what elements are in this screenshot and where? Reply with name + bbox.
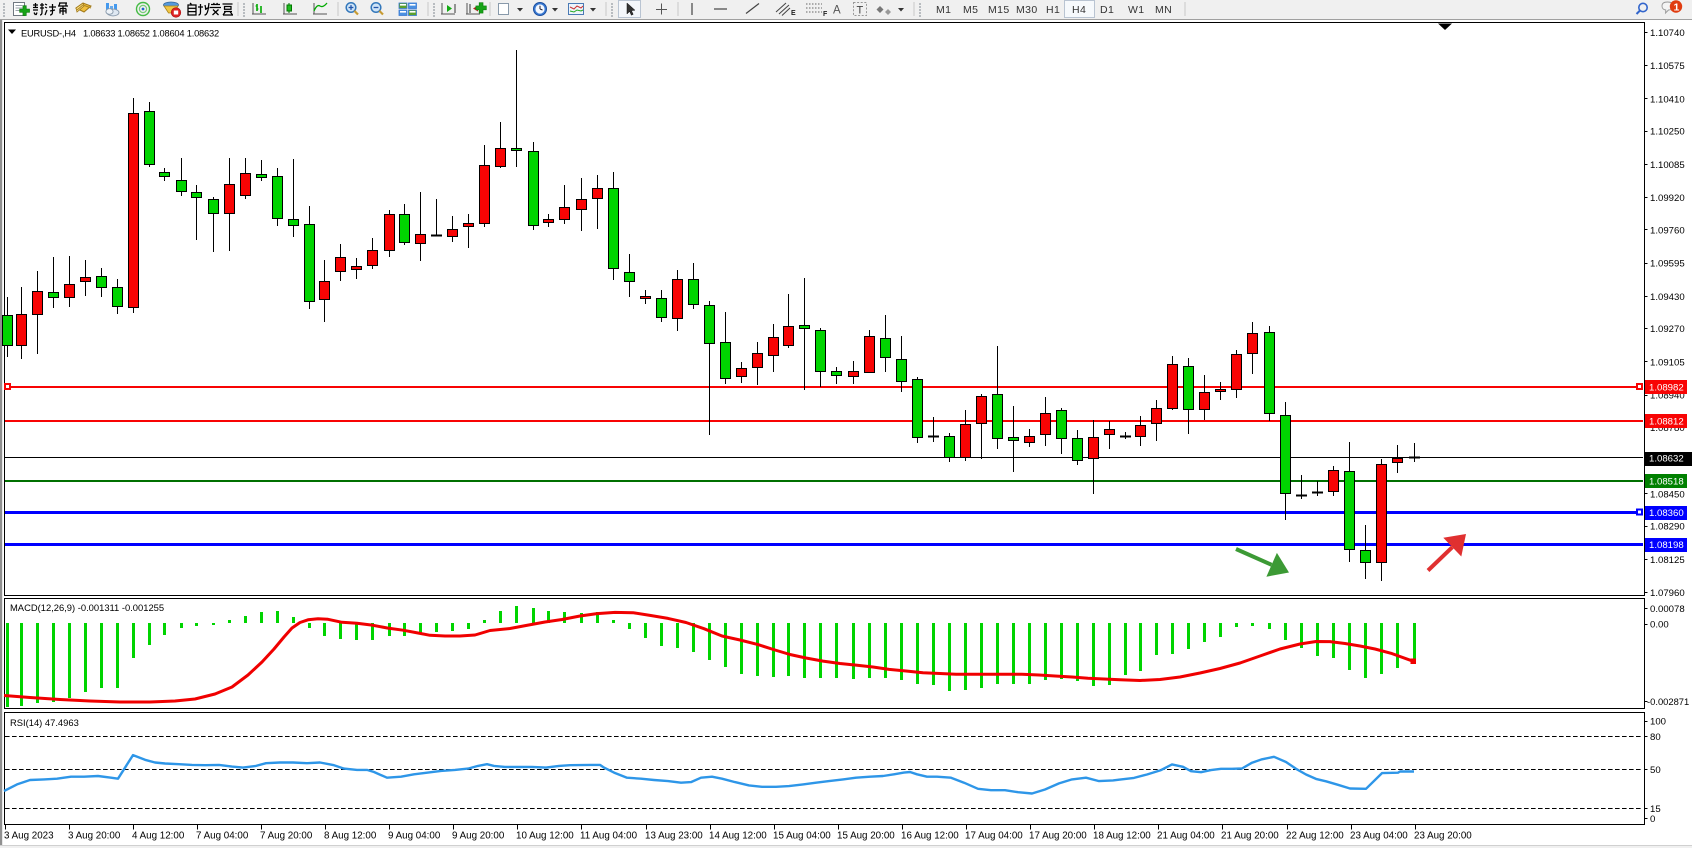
svg-text:M5: M5 <box>963 4 978 16</box>
svg-text:1.10410: 1.10410 <box>1650 94 1685 105</box>
svg-text:21 Aug 04:00: 21 Aug 04:00 <box>1157 831 1215 842</box>
svg-text:MN: MN <box>1155 4 1172 16</box>
svg-text:1.08812: 1.08812 <box>1649 417 1684 428</box>
svg-text:1.10740: 1.10740 <box>1650 28 1685 39</box>
svg-text:1.07960: 1.07960 <box>1650 588 1685 599</box>
svg-text:D1: D1 <box>1100 4 1114 16</box>
svg-text:17 Aug 20:00: 17 Aug 20:00 <box>1029 831 1087 842</box>
svg-text:9 Aug 04:00: 9 Aug 04:00 <box>388 831 441 842</box>
svg-text:15 Aug 20:00: 15 Aug 20:00 <box>837 831 895 842</box>
svg-text:13 Aug 23:00: 13 Aug 23:00 <box>645 831 703 842</box>
svg-text:15: 15 <box>1650 804 1661 815</box>
svg-text:100: 100 <box>1650 717 1666 728</box>
svg-text:3 Aug 20:00: 3 Aug 20:00 <box>68 831 121 842</box>
svg-text:50: 50 <box>1650 765 1661 776</box>
svg-text:W1: W1 <box>1128 4 1145 16</box>
svg-text:7 Aug 04:00: 7 Aug 04:00 <box>196 831 249 842</box>
svg-text:0.00: 0.00 <box>1650 620 1669 631</box>
svg-text:F: F <box>823 11 828 18</box>
svg-text:1.08940: 1.08940 <box>1650 391 1685 402</box>
svg-text:1.08125: 1.08125 <box>1650 555 1685 566</box>
svg-text:1.09595: 1.09595 <box>1650 259 1685 270</box>
svg-text:EURUSD-,H4 1.08633 1.08652 1: EURUSD-,H4 1.08633 1.08652 1.08604 1.086… <box>21 28 219 38</box>
svg-text:1.08360: 1.08360 <box>1649 508 1684 519</box>
svg-text:17 Aug 04:00: 17 Aug 04:00 <box>965 831 1023 842</box>
svg-text:23 Aug 20:00: 23 Aug 20:00 <box>1414 831 1472 842</box>
svg-text:0: 0 <box>1650 814 1655 825</box>
svg-text:MACD(12,26,9) -0.001311 -0.001: MACD(12,26,9) -0.001311 -0.001255 <box>10 602 164 613</box>
svg-text:1.09920: 1.09920 <box>1650 193 1685 204</box>
svg-text:16 Aug 12:00: 16 Aug 12:00 <box>901 831 959 842</box>
svg-text:H1: H1 <box>1046 4 1060 16</box>
svg-text:4 Aug 12:00: 4 Aug 12:00 <box>132 831 185 842</box>
svg-text:1.08982: 1.08982 <box>1649 383 1684 394</box>
svg-text:1.10250: 1.10250 <box>1650 127 1685 138</box>
svg-text:-0.002871: -0.002871 <box>1647 696 1689 707</box>
svg-text:21 Aug 20:00: 21 Aug 20:00 <box>1221 831 1279 842</box>
svg-text:M1: M1 <box>936 4 951 16</box>
svg-text:M30: M30 <box>1016 4 1038 16</box>
svg-text:T: T <box>857 5 864 17</box>
svg-text:0.00078: 0.00078 <box>1650 604 1685 615</box>
svg-text:M15: M15 <box>988 4 1010 16</box>
svg-text:8 Aug 12:00: 8 Aug 12:00 <box>324 831 377 842</box>
svg-text:1.09270: 1.09270 <box>1650 324 1685 335</box>
svg-text:11 Aug 04:00: 11 Aug 04:00 <box>580 831 638 842</box>
svg-text:1.08198: 1.08198 <box>1649 540 1684 551</box>
svg-text:3 Aug 2023: 3 Aug 2023 <box>4 831 54 842</box>
svg-text:H4: H4 <box>1072 4 1086 16</box>
svg-text:1.08518: 1.08518 <box>1649 477 1684 488</box>
svg-text:1.09760: 1.09760 <box>1650 225 1685 236</box>
svg-text:22 Aug 12:00: 22 Aug 12:00 <box>1286 831 1344 842</box>
svg-text:1.10575: 1.10575 <box>1650 61 1685 72</box>
svg-text:1.10085: 1.10085 <box>1650 160 1685 171</box>
svg-text:E: E <box>791 10 796 17</box>
svg-text:1.08450: 1.08450 <box>1650 489 1685 500</box>
svg-text:18 Aug 12:00: 18 Aug 12:00 <box>1093 831 1151 842</box>
svg-text:1.08780: 1.08780 <box>1650 423 1685 434</box>
svg-text:80: 80 <box>1650 732 1661 743</box>
svg-text:1: 1 <box>1674 2 1680 14</box>
svg-text:15 Aug 04:00: 15 Aug 04:00 <box>773 831 831 842</box>
svg-text:1.08632: 1.08632 <box>1649 454 1684 465</box>
svg-text:1.09430: 1.09430 <box>1650 292 1685 303</box>
svg-text:14 Aug 12:00: 14 Aug 12:00 <box>709 831 767 842</box>
svg-text:RSI(14) 47.4963: RSI(14) 47.4963 <box>10 717 79 728</box>
svg-text:9 Aug 20:00: 9 Aug 20:00 <box>452 831 505 842</box>
svg-text:1.08290: 1.08290 <box>1650 522 1685 533</box>
svg-text:A: A <box>833 5 841 17</box>
svg-text:10 Aug 12:00: 10 Aug 12:00 <box>516 831 574 842</box>
svg-text:7 Aug 20:00: 7 Aug 20:00 <box>260 831 313 842</box>
svg-text:1.09105: 1.09105 <box>1650 357 1685 368</box>
svg-text:23 Aug 04:00: 23 Aug 04:00 <box>1350 831 1408 842</box>
